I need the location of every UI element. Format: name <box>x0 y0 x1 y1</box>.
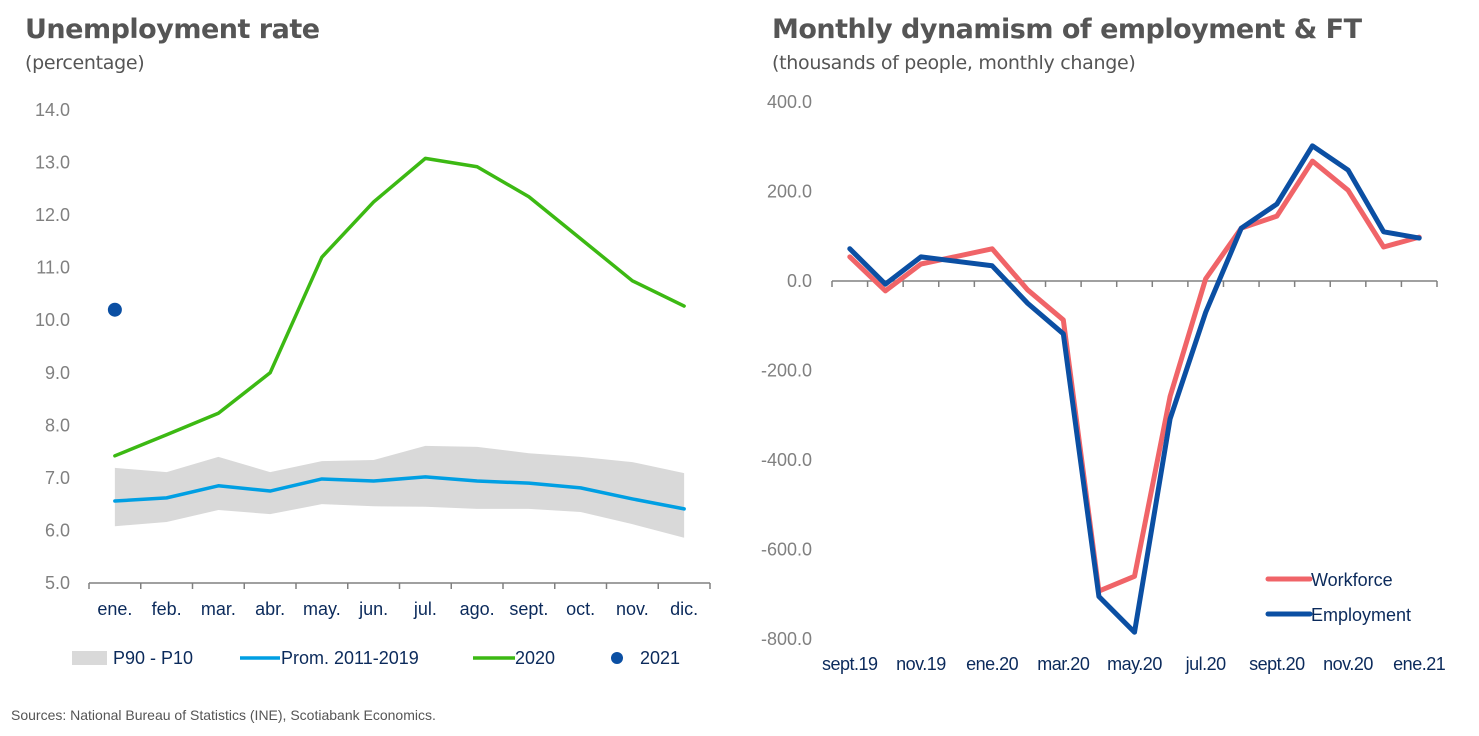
x-tick-label: ene.21 <box>1393 654 1446 674</box>
y-tick-label: 6.0 <box>45 520 70 540</box>
y-tick-label: 200.0 <box>767 182 812 202</box>
sources-note: Sources: National Bureau of Statistics (… <box>11 707 436 723</box>
unemployment-chart: 5.0 6.0 7.0 8.0 9.0 10.0 11.0 12.0 13.0 14.0 ene. f… <box>35 100 711 668</box>
series-line-employment <box>847 143 1422 635</box>
legend-label-2020: 2020 <box>515 648 555 668</box>
series-line-prom-2011-2019 <box>113 475 686 511</box>
y-tick-label: 13.0 <box>35 153 70 173</box>
legend-label-prom: Prom. 2011-2019 <box>281 648 419 668</box>
y-tick-label: 5.0 <box>45 573 70 593</box>
y-tick-label: 7.0 <box>45 468 70 488</box>
legend-label-employment: Employment <box>1311 605 1411 625</box>
x-tick-label: dic. <box>670 599 698 619</box>
y-tick-label: 14.0 <box>35 100 70 120</box>
y-tick-label: -600.0 <box>761 540 812 560</box>
x-tick-label: mar.20 <box>1037 654 1090 674</box>
unemployment-chart-subtitle: (percentage) <box>25 52 145 74</box>
x-tick-label: ago. <box>460 599 495 619</box>
y-tick-label: 9.0 <box>45 363 70 383</box>
x-tick-label: sept.20 <box>1249 654 1305 674</box>
unemployment-chart-title: Unemployment rate <box>25 14 320 45</box>
y-tick-label: 10.0 <box>35 310 70 330</box>
point-2021 <box>107 302 122 317</box>
y-tick-label: -400.0 <box>761 450 812 470</box>
x-tick-label: sept.19 <box>822 654 878 674</box>
x-tick-label: sept. <box>509 599 548 619</box>
x-tick-label: jul.20 <box>1185 654 1227 674</box>
p90-p10-band <box>114 445 685 538</box>
x-tick-label: ene. <box>97 599 132 619</box>
x-tick-label: nov.20 <box>1323 654 1373 674</box>
series-line-workforce <box>847 158 1422 594</box>
y-tick-label: 11.0 <box>36 258 70 278</box>
legend-label-workforce: Workforce <box>1311 570 1393 590</box>
x-tick-label: nov. <box>616 599 649 619</box>
x-tick-label: jun. <box>358 599 388 619</box>
x-tick-label: nov.19 <box>896 654 946 674</box>
series-line-2020 <box>113 156 686 458</box>
y-tick-label: -800.0 <box>761 629 812 649</box>
employment-chart: -800.0 -600.0 -400.0 -200.0 0.0 200.0 400.0 sep… <box>761 92 1446 674</box>
y-tick-label: 0.0 <box>787 271 812 291</box>
x-tick-label: ene.20 <box>966 654 1019 674</box>
x-tick-label: may.20 <box>1107 654 1162 674</box>
x-tick-label: abr. <box>255 599 285 619</box>
legend-swatch-2021 <box>611 652 623 664</box>
y-tick-label: 8.0 <box>45 415 70 435</box>
x-tick-label: feb. <box>152 599 182 619</box>
x-tick-label: mar. <box>201 599 236 619</box>
legend-swatch-band <box>72 651 107 665</box>
x-tick-label: jul. <box>413 599 437 619</box>
legend-label-band: P90 - P10 <box>113 648 193 668</box>
y-tick-label: -200.0 <box>761 361 812 381</box>
x-tick-label: oct. <box>566 599 595 619</box>
x-tick-label: may. <box>303 599 341 619</box>
legend-label-2021: 2021 <box>640 648 680 668</box>
y-tick-label: 400.0 <box>767 92 812 112</box>
employment-chart-title: Monthly dynamism of employment & FT <box>772 14 1362 45</box>
y-tick-label: 12.0 <box>35 205 70 225</box>
employment-chart-subtitle: (thousands of people, monthly change) <box>772 52 1136 74</box>
